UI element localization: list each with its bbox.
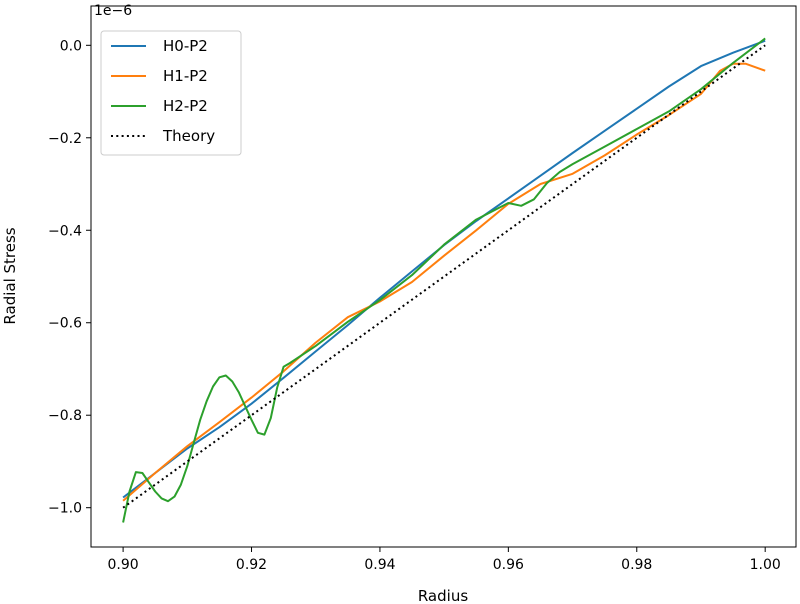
axis-ticks: 0.90 0.92 0.94 0.96 0.98 1.00 0.0 −0.2 −0.4 −0.6 −… <box>48 38 781 573</box>
y-offset-label: 1e−6 <box>94 3 132 19</box>
y-tick-label: −1.0 <box>48 501 82 517</box>
x-tick-label: 1.00 <box>750 557 781 573</box>
y-tick-label: −0.4 <box>48 223 82 239</box>
y-tick-label: −0.6 <box>48 316 82 332</box>
y-axis-label: Radial Stress <box>1 227 19 324</box>
x-tick-label: 0.94 <box>364 557 395 573</box>
x-tick-label: 0.90 <box>108 557 139 573</box>
legend-label: Theory <box>162 127 215 145</box>
legend-box <box>100 30 242 156</box>
x-tick-label: 0.92 <box>236 557 267 573</box>
legend-label: H0-P2 <box>163 37 208 55</box>
x-axis-label: Radius <box>418 587 468 604</box>
y-tick-label: −0.2 <box>48 131 82 147</box>
series-line-h1-p2 <box>122 62 766 502</box>
series-line-h2-p2 <box>122 37 766 523</box>
x-tick-label: 0.98 <box>621 557 652 573</box>
plot-area <box>122 37 766 523</box>
y-tick-label: −0.8 <box>48 408 82 424</box>
legend: H0-P2 H1-P2 H2-P2 Theory <box>100 30 242 156</box>
axes-frame <box>90 5 797 548</box>
x-tick-label: 0.96 <box>493 557 524 573</box>
legend-label: H1-P2 <box>163 67 208 85</box>
y-tick-label: 0.0 <box>60 38 82 54</box>
legend-label: H2-P2 <box>163 97 208 115</box>
